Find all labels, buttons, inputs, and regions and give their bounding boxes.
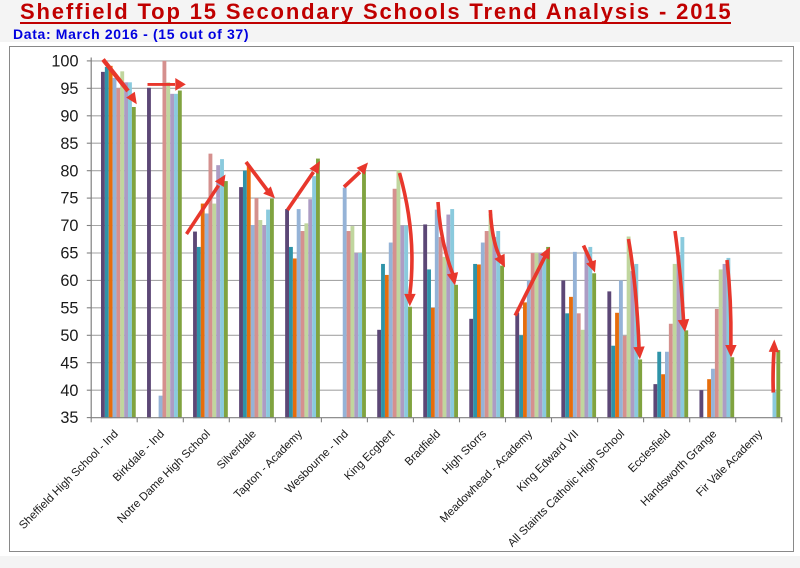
svg-text:Bradfield: Bradfield (403, 428, 443, 468)
svg-text:35: 35 (60, 409, 78, 427)
svg-text:40: 40 (60, 382, 78, 400)
svg-text:Meadowhead - Academy: Meadowhead - Academy (438, 428, 535, 525)
svg-text:Ecclesfield: Ecclesfield (626, 428, 673, 475)
svg-text:65: 65 (60, 245, 78, 263)
svg-text:95: 95 (60, 80, 78, 98)
svg-text:King Ecgbert: King Ecgbert (342, 428, 397, 483)
svg-text:80: 80 (60, 162, 78, 180)
svg-text:High Storrs: High Storrs (440, 428, 489, 477)
svg-text:60: 60 (60, 272, 78, 290)
svg-text:55: 55 (60, 299, 78, 317)
svg-text:Notre Dame High School: Notre Dame High School (115, 428, 213, 526)
svg-text:Silverdale: Silverdale (215, 428, 259, 472)
svg-text:50: 50 (60, 327, 78, 345)
svg-text:Sheffield High School - Ind: Sheffield High School - Ind (17, 428, 121, 532)
svg-text:75: 75 (60, 190, 78, 208)
svg-text:Handsworth Grange: Handsworth Grange (639, 428, 720, 509)
svg-text:45: 45 (60, 354, 78, 372)
svg-text:85: 85 (60, 135, 78, 153)
svg-text:70: 70 (60, 217, 78, 235)
svg-text:100: 100 (51, 53, 78, 71)
svg-text:90: 90 (60, 107, 78, 125)
